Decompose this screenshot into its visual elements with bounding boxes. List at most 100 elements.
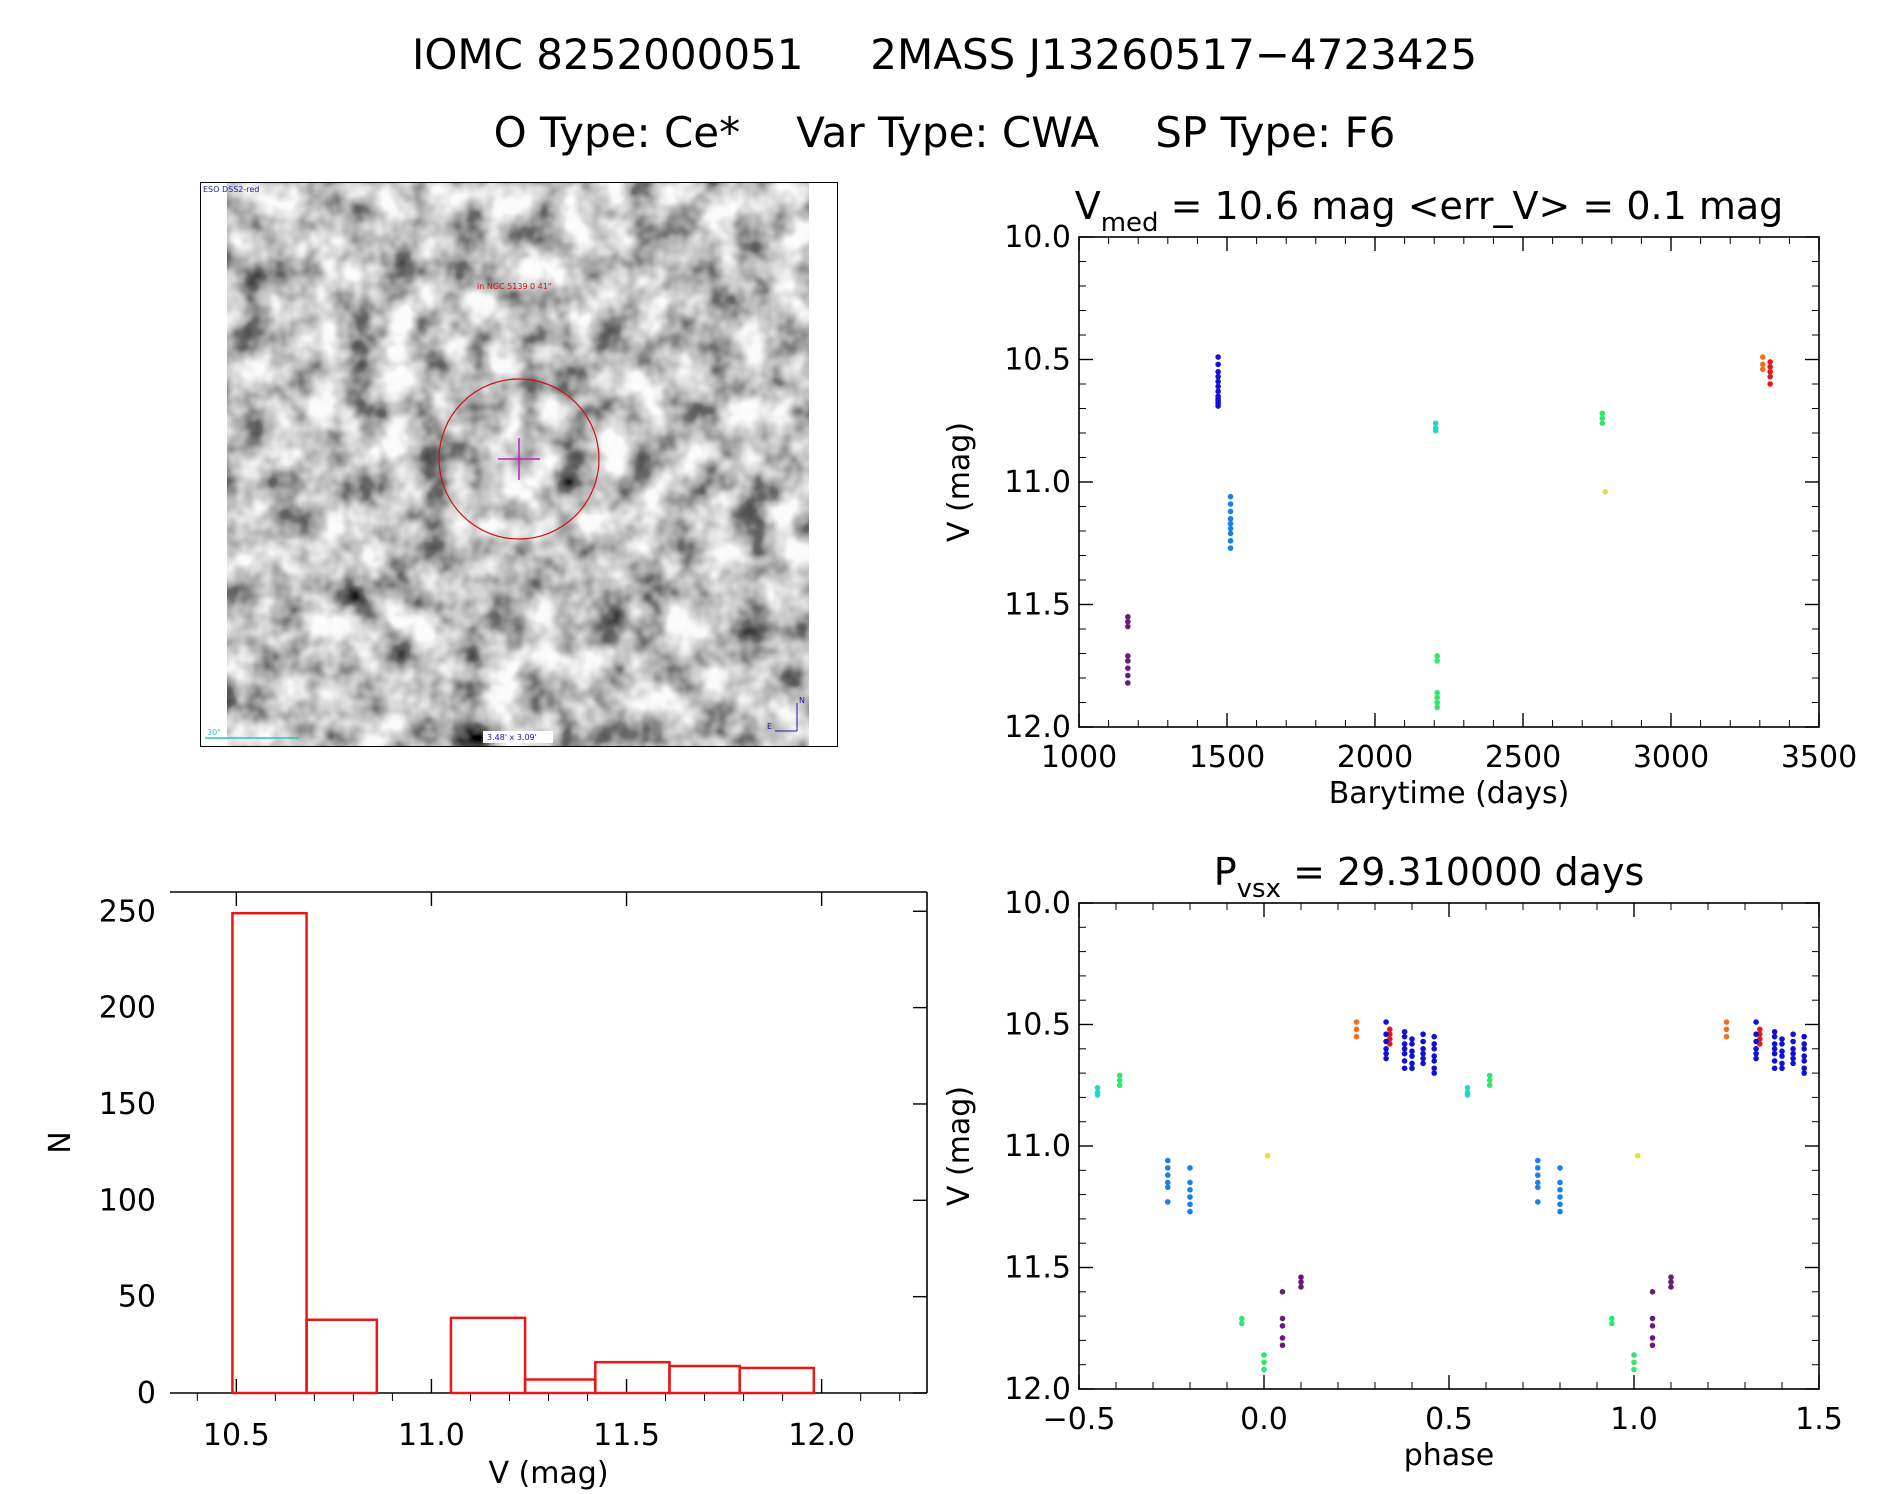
x-tick-label: 0.0 <box>1240 1402 1288 1437</box>
data-point <box>1801 1053 1807 1059</box>
data-point <box>1790 1055 1796 1062</box>
data-point <box>1801 1070 1807 1076</box>
data-point <box>1535 1179 1541 1186</box>
data-point <box>1464 1084 1471 1091</box>
data-point <box>1409 1065 1415 1072</box>
data-point <box>1261 1359 1267 1366</box>
sky-field <box>227 183 809 746</box>
data-point <box>1383 1038 1389 1045</box>
x-tick-label: 2500 <box>1485 740 1561 775</box>
right-margin <box>809 183 837 746</box>
data-point <box>1753 1055 1759 1062</box>
data-point <box>1215 368 1221 375</box>
data-point <box>1409 1060 1415 1067</box>
data-point <box>1125 665 1131 671</box>
data-point <box>1187 1186 1193 1193</box>
histogram-bar <box>594 1360 671 1395</box>
data-point <box>1125 613 1131 620</box>
histogram-bar <box>738 1366 816 1395</box>
title-rest: = 29.310000 days <box>1281 850 1644 894</box>
data-point <box>1401 1041 1408 1047</box>
data-point <box>1431 1033 1437 1040</box>
data-point <box>1298 1274 1304 1281</box>
data-point <box>1125 680 1131 686</box>
data-point <box>1165 1157 1171 1164</box>
left-margin <box>201 183 227 746</box>
data-point <box>1116 1077 1123 1084</box>
data-point <box>1771 1041 1778 1047</box>
data-point <box>1420 1031 1426 1038</box>
data-point <box>1757 1026 1763 1033</box>
data-point <box>1434 694 1440 701</box>
x-tick-label: 11.0 <box>398 1418 465 1453</box>
figure-header: IOMC 8252000051 2MASS J13260517−4723425 … <box>0 0 1889 170</box>
y-tick-label: 12.0 <box>1004 710 1071 745</box>
finder-chart-image: ESO DSS2-red in NGC 5139 0 41" 30" 3.48'… <box>200 182 838 747</box>
data-point <box>1420 1055 1426 1062</box>
data-point <box>1165 1184 1171 1191</box>
data-point <box>1383 1019 1389 1025</box>
y-tick-label: 10.0 <box>1004 220 1071 255</box>
data-point <box>1779 1036 1785 1042</box>
data-point <box>1535 1165 1541 1171</box>
data-point <box>1649 1323 1656 1329</box>
y-axis-label: V (mag) <box>942 422 977 542</box>
data-point <box>1116 1072 1123 1079</box>
data-point <box>1668 1279 1674 1285</box>
data-point <box>1753 1031 1759 1038</box>
data-point <box>1227 545 1234 551</box>
data-point <box>1420 1038 1426 1045</box>
data-point <box>1790 1031 1796 1038</box>
data-point <box>1801 1033 1807 1040</box>
data-point <box>1239 1320 1245 1327</box>
fov-label: 3.48' x 3.09' <box>487 733 537 742</box>
x-tick-label: 1.5 <box>1795 1402 1843 1437</box>
finder-chart-svg: ESO DSS2-red in NGC 5139 0 41" 30" 3.48'… <box>201 183 837 746</box>
data-point <box>1227 501 1234 507</box>
data-point <box>1187 1165 1193 1171</box>
histogram-bar <box>668 1364 741 1395</box>
data-point <box>1753 1046 1759 1052</box>
data-point <box>1599 410 1606 417</box>
y-tick-label: 12.0 <box>1004 1372 1071 1407</box>
data-point <box>1557 1194 1563 1200</box>
title-subscript: vsx <box>1237 874 1281 904</box>
data-point <box>1125 653 1131 659</box>
plot-frame <box>1078 902 1820 1390</box>
data-point <box>1125 618 1131 625</box>
data-point <box>1116 1082 1123 1089</box>
data-point <box>1631 1352 1637 1358</box>
chart-title: Pvsx = 29.310000 days <box>1214 850 1645 904</box>
data-point <box>1187 1179 1193 1186</box>
light-curve-chart: 1000 1500 2000 2500 3000 3500 10.0 10.5 11.0 11.5… <box>942 184 1857 811</box>
data-point <box>1383 1050 1389 1057</box>
data-point <box>1165 1172 1171 1178</box>
data-point <box>1227 520 1234 527</box>
histogram-bar <box>523 1378 597 1395</box>
data-point <box>1759 354 1766 360</box>
data-point <box>1771 1065 1778 1072</box>
phased-light-curve-chart: −0.5 0.0 0.5 1.0 1.5 10.0 10.5 11.0 11.5 12.0 phas… <box>942 850 1843 1473</box>
data-point <box>1431 1046 1437 1052</box>
y-tick-label: 11.0 <box>1004 465 1071 500</box>
x-tick-label: 12.0 <box>788 1418 855 1453</box>
x-tick-label: 2000 <box>1337 740 1413 775</box>
data-point <box>1557 1201 1563 1208</box>
variable-type: Var Type: CWA <box>796 108 1100 157</box>
data-point <box>1767 359 1773 365</box>
object-types: O Type: Ce* Var Type: CWA SP Type: F6 <box>0 108 1889 157</box>
x-tick-label: 1000 <box>1041 740 1117 775</box>
x-tick-label: 3500 <box>1781 740 1857 775</box>
data-point <box>1599 415 1606 422</box>
object-ids: IOMC 8252000051 2MASS J13260517−4723425 <box>0 30 1889 79</box>
data-point <box>1723 1019 1730 1025</box>
data-point <box>1602 489 1609 495</box>
data-point <box>1353 1019 1360 1025</box>
data-point <box>1535 1184 1541 1191</box>
data-point <box>1401 1065 1408 1072</box>
data-point <box>1383 1031 1389 1038</box>
x-tick-label: 1500 <box>1189 740 1265 775</box>
data-point <box>1420 1046 1426 1052</box>
data-point <box>1420 1060 1426 1067</box>
data-point <box>1649 1289 1656 1295</box>
